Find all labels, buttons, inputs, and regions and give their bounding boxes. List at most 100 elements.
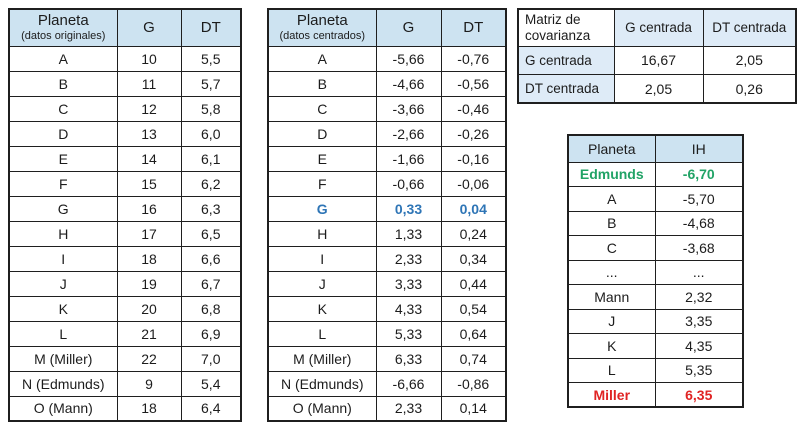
g-value-cell: 5,33 bbox=[375, 320, 442, 347]
row-label-cell: C bbox=[267, 95, 377, 122]
table-row: H 17 6,5 bbox=[8, 220, 242, 247]
table-row: G 0,33 0,04 bbox=[267, 195, 507, 222]
column-header-ih: IH bbox=[654, 134, 744, 163]
corner-label: Matriz de covarianza bbox=[517, 8, 615, 47]
table-row: A -5,70 bbox=[567, 186, 744, 212]
ih-value-cell: -6,70 bbox=[654, 161, 744, 187]
dt-value-cell: 0,74 bbox=[440, 345, 507, 372]
table-row: K 4,33 0,54 bbox=[267, 295, 507, 322]
row-label-cell: K bbox=[8, 295, 118, 322]
dt-value-cell: -0,86 bbox=[440, 370, 507, 397]
ih-value-cell: -5,70 bbox=[654, 186, 744, 212]
row-label-cell: B bbox=[8, 70, 118, 97]
dt-value-cell: 6,5 bbox=[180, 220, 242, 247]
row-label-cell: H bbox=[8, 220, 118, 247]
row-label-cell: F bbox=[8, 170, 118, 197]
dt-value-cell: 0,54 bbox=[440, 295, 507, 322]
row-label-cell: A bbox=[267, 45, 377, 72]
g-value-cell: 17 bbox=[116, 220, 182, 247]
g-value-cell: 3,33 bbox=[375, 270, 442, 297]
dt-value-cell: 0,14 bbox=[440, 395, 507, 422]
table-row: D -2,66 -0,26 bbox=[267, 120, 507, 147]
row-label-cell: C bbox=[567, 235, 656, 261]
row-label-cell: L bbox=[8, 320, 118, 347]
g-value-cell: 4,33 bbox=[375, 295, 442, 322]
g-value-cell: 21 bbox=[116, 320, 182, 347]
table-row: C 12 5,8 bbox=[8, 95, 242, 122]
g-value-cell: 18 bbox=[116, 245, 182, 272]
dt-value-cell: 6,3 bbox=[180, 195, 242, 222]
dt-value-cell: 6,8 bbox=[180, 295, 242, 322]
column-header-dt: DT bbox=[440, 8, 507, 47]
dt-value-cell: 6,7 bbox=[180, 270, 242, 297]
column-header-planeta: Planeta bbox=[567, 134, 656, 163]
table-row: E 14 6,1 bbox=[8, 145, 242, 172]
row-label-cell: I bbox=[8, 245, 118, 272]
g-value-cell: 20 bbox=[116, 295, 182, 322]
table-row: B 11 5,7 bbox=[8, 70, 242, 97]
g-value-cell: 9 bbox=[116, 370, 182, 397]
row-label-cell: L bbox=[567, 357, 656, 383]
g-value-cell: 14 bbox=[116, 145, 182, 172]
table-row: B -4,66 -0,56 bbox=[267, 70, 507, 97]
g-value-cell: 16 bbox=[116, 195, 182, 222]
g-value-cell: 2,33 bbox=[375, 395, 442, 422]
row-label-cell: L bbox=[267, 320, 377, 347]
table-row: O (Mann) 18 6,4 bbox=[8, 395, 242, 422]
g-value-cell: 19 bbox=[116, 270, 182, 297]
header-title: Planeta bbox=[37, 12, 89, 30]
value-cell: 2,05 bbox=[613, 74, 704, 104]
row-label-cell: B bbox=[567, 210, 656, 236]
table-row: K 4,35 bbox=[567, 333, 744, 359]
ih-value-cell: -3,68 bbox=[654, 235, 744, 261]
dt-value-cell: 6,2 bbox=[180, 170, 242, 197]
row-label-cell: Edmunds bbox=[567, 161, 656, 187]
ih-value-cell: 3,35 bbox=[654, 308, 744, 334]
dt-value-cell: -0,26 bbox=[440, 120, 507, 147]
table-datos-centrados: Planeta (datos centrados) G DT A -5,66 -0,… bbox=[267, 8, 507, 422]
row-label-cell: K bbox=[267, 295, 377, 322]
dt-value-cell: -0,46 bbox=[440, 95, 507, 122]
g-value-cell: -3,66 bbox=[375, 95, 442, 122]
ih-value-cell: ... bbox=[654, 259, 744, 285]
dt-value-cell: 6,1 bbox=[180, 145, 242, 172]
table-row: L 21 6,9 bbox=[8, 320, 242, 347]
column-header-g: G bbox=[116, 8, 182, 47]
table-row: H 1,33 0,24 bbox=[267, 220, 507, 247]
table-row: F -0,66 -0,06 bbox=[267, 170, 507, 197]
g-value-cell: 10 bbox=[116, 45, 182, 72]
table-row: Edmunds -6,70 bbox=[567, 161, 744, 187]
row-label-cell: D bbox=[267, 120, 377, 147]
row-label-cell: Mann bbox=[567, 284, 656, 310]
table-row: L 5,35 bbox=[567, 357, 744, 383]
dt-value-cell: -0,16 bbox=[440, 145, 507, 172]
row-label-cell: E bbox=[267, 145, 377, 172]
row-label-cell: N (Edmunds) bbox=[267, 370, 377, 397]
dt-value-cell: 5,5 bbox=[180, 45, 242, 72]
dt-value-cell: 7,0 bbox=[180, 345, 242, 372]
dt-value-cell: -0,76 bbox=[440, 45, 507, 72]
table-row: O (Mann) 2,33 0,14 bbox=[267, 395, 507, 422]
dt-value-cell: 5,4 bbox=[180, 370, 242, 397]
header-title: Planeta bbox=[296, 12, 348, 30]
column-header-planeta-centrados: Planeta (datos centrados) bbox=[267, 8, 377, 47]
row-label-cell: J bbox=[8, 270, 118, 297]
table-row: DT centrada 2,05 0,26 bbox=[517, 74, 797, 104]
dt-value-cell: -0,06 bbox=[440, 170, 507, 197]
g-value-cell: -6,66 bbox=[375, 370, 442, 397]
column-header-dt: DT bbox=[180, 8, 242, 47]
table-row: I 2,33 0,34 bbox=[267, 245, 507, 272]
table-row: M (Miller) 22 7,0 bbox=[8, 345, 242, 372]
dt-value-cell: 5,7 bbox=[180, 70, 242, 97]
table-row: C -3,68 bbox=[567, 235, 744, 261]
row-label-cell: ... bbox=[567, 259, 656, 285]
g-value-cell: 18 bbox=[116, 395, 182, 422]
column-header-g-centrada: G centrada bbox=[613, 8, 704, 47]
value-cell: 0,26 bbox=[702, 74, 797, 104]
table-datos-originales: Planeta (datos originales) G DT A 10 5,5 B 1… bbox=[8, 8, 242, 422]
column-header-planeta-originales: Planeta (datos originales) bbox=[8, 8, 118, 47]
header-row: Matriz de covarianza G centrada DT centr… bbox=[517, 8, 797, 47]
table-row: N (Edmunds) -6,66 -0,86 bbox=[267, 370, 507, 397]
table-row: I 18 6,6 bbox=[8, 245, 242, 272]
column-header-dt-centrada: DT centrada bbox=[702, 8, 797, 47]
